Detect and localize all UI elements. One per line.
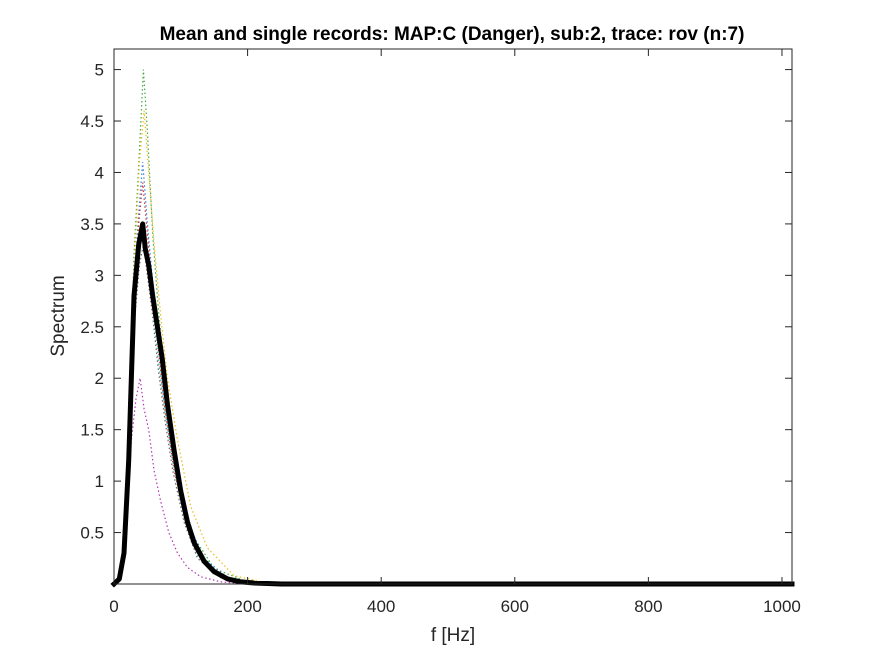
y-tick-label: 2 (95, 369, 104, 388)
series-record-line-3 (113, 162, 793, 585)
series-record-line-2 (113, 110, 793, 585)
y-axis: 0.5 1 1.5 2 2.5 3 3.5 4 4.5 5 (80, 61, 792, 543)
y-tick-label: 5 (95, 61, 104, 80)
y-tick-label: 1.5 (80, 421, 104, 440)
y-tick-label: 3 (95, 266, 104, 285)
y-tick-label: 2.5 (80, 318, 104, 337)
x-tick-label: 1000 (763, 597, 801, 616)
x-tick-label: 400 (367, 597, 395, 616)
x-axis: 0 200 400 600 800 1000 (109, 49, 801, 616)
mean-record-layer (110, 221, 795, 588)
y-axis-label: Spectrum (48, 275, 69, 356)
x-tick-label: 600 (501, 597, 529, 616)
y-tick-label: 0.5 (80, 524, 104, 543)
x-tick-label: 800 (634, 597, 662, 616)
x-tick-label: 200 (233, 597, 261, 616)
y-tick-label: 4.5 (80, 112, 104, 131)
x-tick-label: 0 (109, 597, 118, 616)
x-axis-label: f [Hz] (431, 625, 475, 646)
series-record-line-4 (113, 182, 793, 585)
series-record-line-6 (113, 223, 793, 585)
chart-title: Mean and single records: MAP:C (Danger),… (160, 24, 745, 45)
plot-frame (113, 48, 793, 585)
y-tick-label: 1 (95, 472, 104, 491)
single-records-layer (113, 69, 793, 585)
series-record-line-5 (113, 378, 792, 585)
y-tick-label: 4 (95, 163, 104, 182)
series-mean-line (110, 221, 795, 588)
y-tick-label: 3.5 (80, 215, 104, 234)
series-record-line-7 (113, 244, 793, 585)
series-record-line-1 (113, 69, 793, 585)
